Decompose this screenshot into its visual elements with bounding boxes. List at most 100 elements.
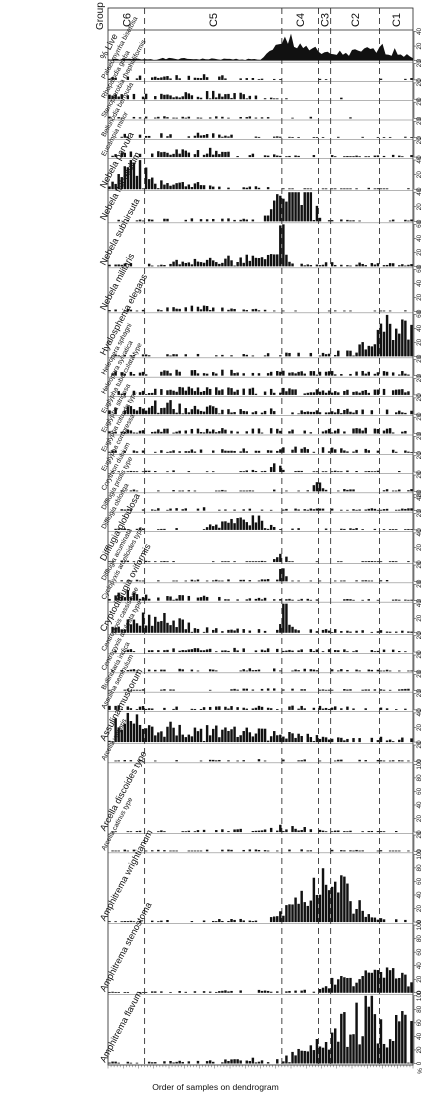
bar-amphitrema-stenostoma-81 (355, 982, 358, 993)
bar-difflugia-oblonga-41 (233, 523, 236, 530)
bar-assulina-muscorum-23 (178, 724, 181, 743)
bar-amphitrema-wrightianum-94 (395, 919, 398, 923)
bar-difflugia-oblonga-32 (205, 527, 209, 530)
bar-cyclopyxis-arcelloides-type-29 (196, 597, 200, 601)
bar-bellunodia-bermuda-5 (123, 133, 126, 138)
bar-amphitrema-flavum-59 (288, 1062, 291, 1064)
bar-euglypha-rotunda-type-77 (343, 450, 346, 453)
bar-cyclopyxis-arcelloides-type-32 (205, 596, 209, 601)
bar-assulina-seminulum-9 (135, 709, 139, 710)
bar-centropyxis-aculeata-type-17 (160, 669, 163, 672)
tick-label-nebela-subhirsuta-0: 0 (416, 264, 423, 268)
bar-difflugia-pristis-type-58 (285, 508, 288, 511)
bar-cyclopyxis-arcelloides-type-31 (202, 595, 206, 601)
bar-nebela-militaris-17 (160, 310, 163, 312)
bar-euglypha-tuberculata-type-71 (324, 412, 328, 415)
bar-difflugia-globulosa-85 (367, 561, 370, 563)
bar-euglypha-strigosa-22 (175, 431, 178, 434)
bar-euglypha-compressa-11 (141, 471, 145, 473)
bar-heleopera-sylvatica-20 (169, 389, 172, 395)
bar-cyclopyxis-arcelloides-type-9 (135, 594, 139, 601)
bar-amphitrema-stenostoma-52 (266, 990, 270, 993)
bar-stenopterobia-rhaphidiformis-3 (117, 117, 120, 119)
bar-heleopera-sphagni-41 (233, 373, 236, 376)
bar-amphitrema-stenostoma-93 (391, 968, 395, 993)
bar-bellunodia-bermuda-28 (193, 135, 197, 138)
bar-arcella-discoides-type-42 (236, 829, 239, 833)
bar-euglypha-strigosa-23 (178, 430, 181, 434)
bar-euglypha-strigosa-74 (334, 430, 337, 434)
bar-arcella-discoides-type-90 (382, 831, 386, 833)
bar-difflugia-globulosa-48 (254, 561, 258, 563)
bar-hyalosphenia-elegans-86 (370, 346, 374, 357)
bar-cyclopyxis-arcelloides-type-68 (315, 599, 319, 601)
bar-centropyxis-cassis-type-52 (266, 648, 270, 653)
bar-heleopera-sylvatica-70 (321, 390, 325, 395)
bar-bullinularia-indica-64 (303, 689, 306, 691)
bar-bellunodia-bermuda-83 (361, 136, 364, 138)
bar-nebela-parvula-57 (282, 188, 285, 190)
bar-rhopalodia-gibba-76 (340, 97, 343, 100)
bar-difflugia-globulosa-39 (227, 561, 230, 563)
bar-heleopera-sphagni-69 (318, 371, 322, 376)
bar-centropyxis-aculeata-type-43 (239, 670, 242, 672)
bar-arcella-discoides-type-7 (129, 831, 133, 833)
bar-nebela-subhirsuta-78 (346, 265, 349, 267)
bar-difflugia-pristis-type-76 (340, 509, 343, 511)
bar-difflugia-pristis-type-97 (404, 508, 407, 511)
bar-assulina-muscorum-6 (126, 712, 130, 743)
bar-rhopalodia-gibba-15 (154, 96, 157, 100)
bar-assulina-muscorum-50 (260, 728, 264, 743)
bar-assulina-muscorum-75 (337, 737, 340, 743)
bar-nebela-parvula-25 (184, 186, 187, 190)
bar-nebela-subhirsuta-74 (334, 264, 337, 267)
bar-amphitrema-stenostoma-17 (160, 991, 163, 993)
bar-amphitrema-flavum-81 (355, 1002, 358, 1064)
bar-cryptodifflugia-oviformis-91 (385, 631, 389, 633)
bar-euglypha-rotunda-type-27 (190, 449, 194, 453)
bar-euglypha-tuberculata-type-40 (230, 412, 233, 415)
bar-difflugia-acuminata-35 (215, 579, 218, 582)
bar-corythion-dubium-75 (337, 490, 340, 492)
bar-centropyxis-aculeata-type-98 (407, 670, 410, 672)
tick-label-difflugia-acuminata-0: 0 (416, 579, 423, 583)
bar-centropyxis-aculeata-type-45 (245, 670, 248, 672)
bar-stenopterobia-rhaphidiformis-50 (260, 117, 264, 119)
bar-arcella-vulgaris-22 (175, 760, 178, 762)
bar-eucampia-minor-95 (398, 155, 401, 158)
bar-nebela-militaris-74 (334, 310, 337, 312)
bar-arcella-discoides-type-51 (263, 829, 267, 833)
tick-label-assulina-muscorum-0: 0 (416, 740, 423, 744)
bar-difflugia-pristis-type-50 (260, 509, 264, 511)
bar-eucampia-minor-37 (221, 151, 224, 158)
bar-nebela-subhirsuta-53 (269, 254, 273, 267)
bar-assulina-seminulum-49 (257, 705, 261, 710)
bar-amphitrema-stenostoma-1 (111, 991, 114, 993)
bar-bullinularia-indica-47 (251, 689, 255, 691)
bar-assulina-muscorum-82 (358, 738, 361, 743)
bar-difflugia-pristis-type-53 (269, 509, 273, 511)
tick-label-assulina-seminulum-20: 20 (416, 690, 423, 698)
bar-bellunodia-bermuda-54 (273, 136, 276, 138)
bar-centropyxis-aculeata-type-29 (196, 670, 200, 672)
bar-euglypha-rotunda-type-2 (114, 450, 117, 453)
bar-euglypha-compressa-57 (282, 469, 285, 473)
bar-bellunodia-bermuda-6 (126, 136, 130, 138)
bar-euglypha-rotunda-type-81 (355, 449, 358, 453)
bar-cyclopyxis-arcelloides-type-56 (279, 599, 282, 601)
bar-heleopera-sylvatica-95 (398, 389, 401, 395)
bar-arcella-discoides-type-62 (297, 830, 300, 833)
bar-difflugia-pristis-type-6 (126, 509, 130, 511)
bar-rhopalodia-gibba-37 (221, 96, 224, 100)
tick-label-corythion-dubium-20: 20 (416, 471, 423, 479)
bar-cryptodifflugia-oviformis-55 (276, 629, 279, 633)
bar-assulina-muscorum-28 (193, 727, 197, 743)
bar-cryptodifflugia-oviformis-78 (346, 630, 349, 633)
bar-centropyxis-aculeata-type-88 (376, 669, 380, 672)
bar-heleopera-sphagni-20 (169, 373, 172, 376)
bar-centropyxis-cassis-type-27 (190, 649, 194, 653)
bar-hyalosphenia-elegans-66 (309, 352, 313, 357)
bar-assulina-muscorum-96 (401, 737, 404, 743)
bar-euglypha-strigosa-8 (132, 432, 136, 434)
bar-difflugia-pristis-type-95 (398, 509, 401, 511)
